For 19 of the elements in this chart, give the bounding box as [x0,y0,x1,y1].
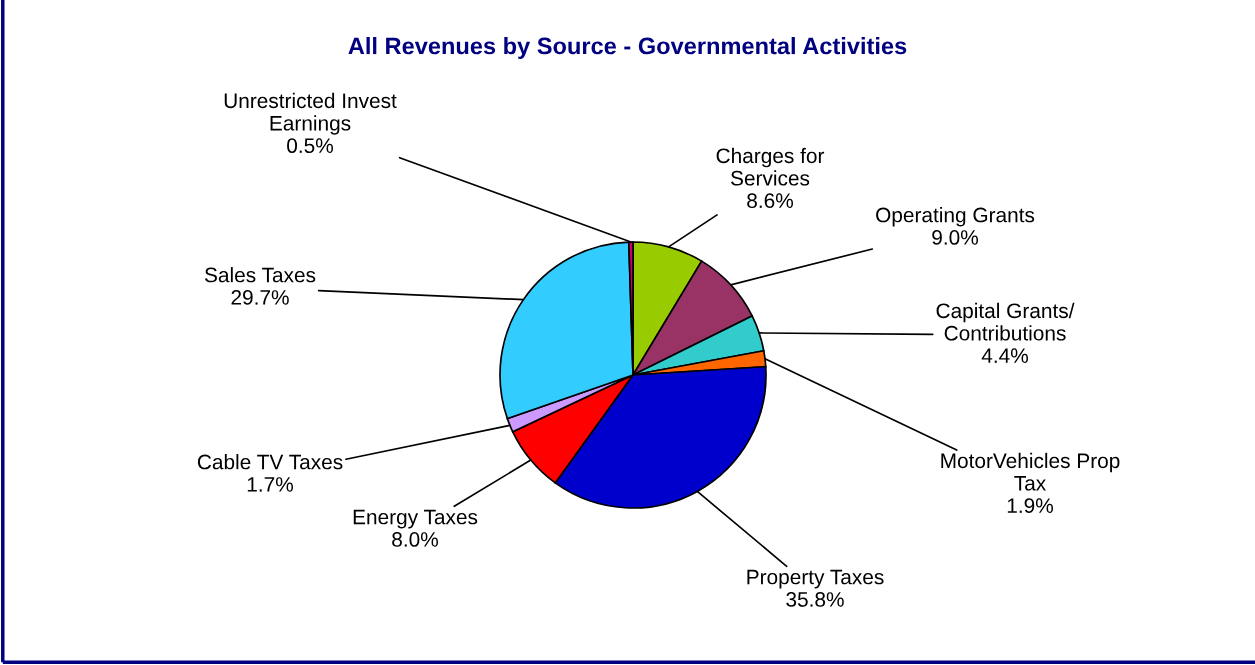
slice-label: Property Taxes [747,569,884,589]
slice-label: Unrestricted Invest Earnings [224,92,397,135]
data-label: 1.7% [247,477,293,492]
slice-label: MotorVehicles Prop Tax [941,452,1120,491]
slice-label: Energy Taxes [353,509,478,529]
data-label: 8.0% [392,532,438,547]
data-label: 0.5% [287,138,333,154]
data-label: 8.6% [747,193,793,209]
chart-title: All Revenues by Source - Governmental Activities [348,37,907,59]
data-label: 9.0% [932,230,978,245]
data-label: 1.9% [1007,498,1053,514]
data-label: 35.8% [786,592,844,607]
slice-label: Charges for Services [716,147,825,186]
data-label: 4.4% [981,348,1028,363]
data-label: 29.7% [231,290,289,305]
slice-label: Cable TV Taxes [197,454,343,470]
slice-label: Operating Grants [876,207,1035,227]
slice-label: Sales Taxes [204,267,316,283]
slice-label: Capital Grants/ Contributions [936,302,1075,341]
